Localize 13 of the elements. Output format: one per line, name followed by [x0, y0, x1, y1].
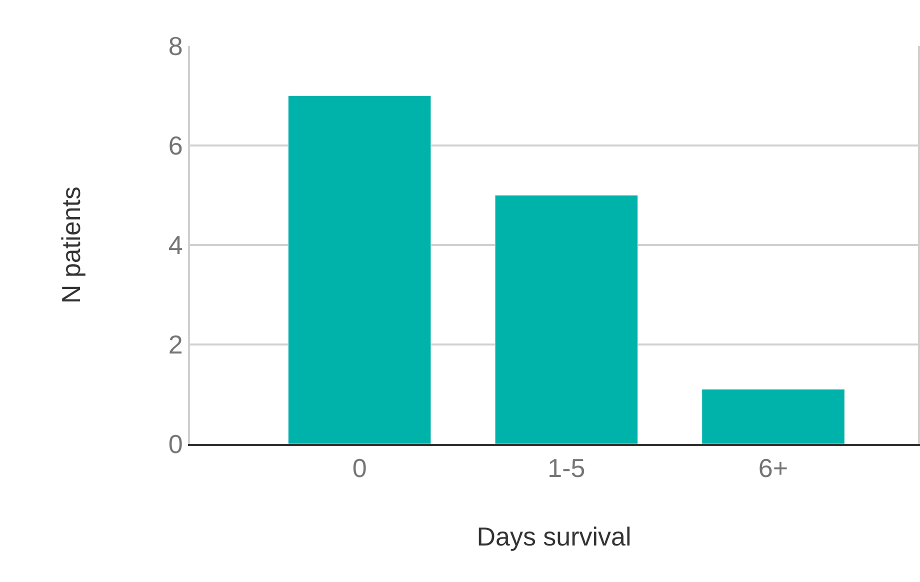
y-tick-label: 8 [168, 31, 183, 62]
bar [494, 195, 638, 444]
x-axis-title: Days survival [476, 521, 632, 552]
bar [288, 96, 432, 444]
bar [702, 389, 845, 444]
y-axis-title: N patients [56, 186, 86, 304]
x-tick-label: 6+ [758, 453, 788, 484]
x-tick-label: 0 [352, 453, 367, 484]
x-tick-label: 1-5 [548, 453, 586, 484]
y-tick-label: 2 [168, 330, 183, 360]
y-tick-label: 4 [168, 230, 183, 260]
y-tick-label: 6 [168, 130, 183, 161]
y-tick-label: 0 [168, 429, 183, 460]
